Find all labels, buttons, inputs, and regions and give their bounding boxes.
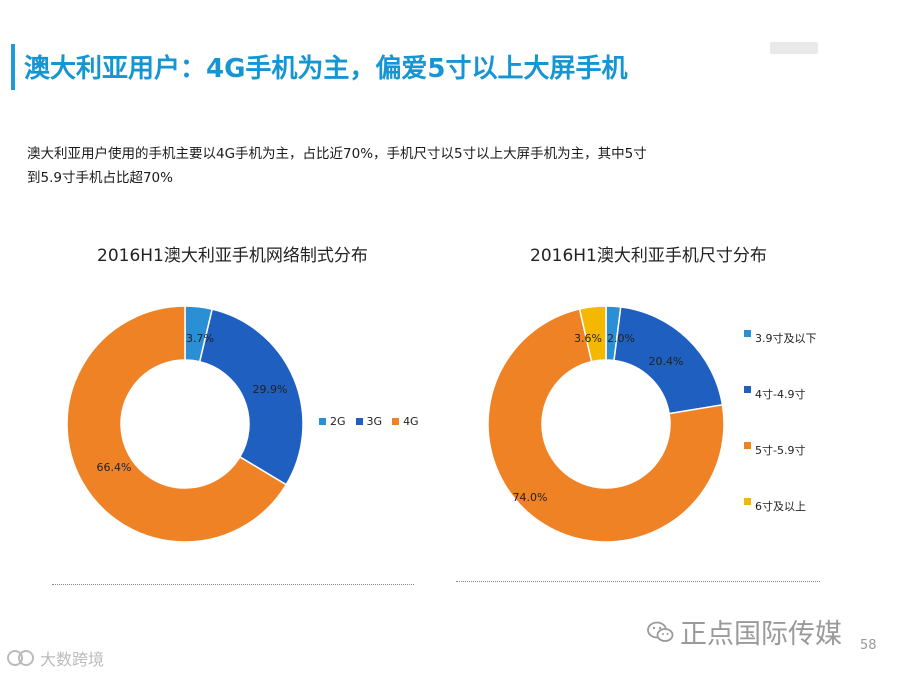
- size-data-label: 3.6%: [574, 332, 602, 345]
- legend-label: 6寸及以上: [755, 500, 806, 513]
- legend-item: 4G: [392, 415, 419, 428]
- size-donut-chart: 2.0% 20.4% 74.0% 3.6%: [487, 305, 725, 543]
- summary-text: 澳大利亚用户使用的手机主要以4G手机为主，占比近70%，手机尺寸以5寸以上大屏手…: [27, 142, 747, 190]
- network-slice-2: [198, 308, 304, 486]
- legend-item: 3.9寸及以下: [744, 330, 817, 386]
- size-data-label: 20.4%: [649, 355, 684, 368]
- network-legend: 2G 3G 4G: [319, 415, 419, 428]
- legend-swatch: [744, 330, 751, 337]
- legend-item: 3G: [355, 415, 383, 428]
- summary-line-1: 澳大利亚用户使用的手机主要以4G手机为主，占比近70%，手机尺寸以5寸以上大屏手…: [27, 146, 647, 162]
- legend-label: 4G: [403, 415, 419, 428]
- page-number: 58: [860, 638, 877, 653]
- legend-label: 2G: [330, 415, 346, 428]
- size-slice-4: [578, 305, 607, 363]
- legend-item: 5寸-5.9寸: [744, 442, 817, 498]
- divider-right: [456, 581, 820, 582]
- legend-swatch: [392, 418, 400, 425]
- legend-item: 2G: [319, 415, 346, 428]
- size-data-label: 74.0%: [513, 491, 548, 504]
- legend-label: 3G: [366, 415, 383, 428]
- legend-swatch: [319, 418, 326, 425]
- legend-swatch: [744, 498, 751, 505]
- size-legend: 3.9寸及以下 4寸-4.9寸 5寸-5.9寸 6寸及以上: [744, 330, 817, 554]
- title-accent-bar: [11, 44, 15, 90]
- watermark-text: 大数跨境: [40, 650, 105, 669]
- divider-left: [52, 584, 414, 585]
- decorative-mark: [770, 42, 818, 54]
- legend-item: 6寸及以上: [744, 498, 817, 554]
- size-data-label: 2.0%: [607, 332, 635, 345]
- legend-swatch: [744, 442, 751, 449]
- legend-swatch: [355, 418, 363, 425]
- legend-label: 4寸-4.9寸: [755, 388, 806, 401]
- legend-label: 5寸-5.9寸: [755, 444, 806, 457]
- network-slice-3: [66, 305, 288, 543]
- network-data-label: 66.4%: [97, 461, 132, 474]
- legend-swatch: [744, 386, 751, 393]
- size-slice-3: [487, 308, 725, 543]
- watermark: 大数跨境: [6, 646, 104, 670]
- legend-label: 3.9寸及以下: [755, 332, 817, 345]
- network-chart-title: 2016H1澳大利亚手机网络制式分布: [97, 246, 368, 266]
- wechat-icon: [647, 621, 674, 642]
- watermark-logo-icon: [7, 650, 34, 666]
- summary-line-2: 到5.9寸手机占比超70%: [27, 170, 173, 186]
- network-donut-chart: 3.7% 29.9% 66.4%: [66, 305, 304, 543]
- brand-footer: 正点国际传媒: [646, 612, 842, 651]
- network-data-label: 3.7%: [186, 332, 214, 345]
- legend-item: 4寸-4.9寸: [744, 386, 817, 442]
- size-chart-title: 2016H1澳大利亚手机尺寸分布: [530, 246, 767, 266]
- page-title: 澳大利亚用户：4G手机为主，偏爱5寸以上大屏手机: [24, 54, 628, 84]
- network-data-label: 29.9%: [253, 383, 288, 396]
- brand-name: 正点国际传媒: [680, 619, 842, 650]
